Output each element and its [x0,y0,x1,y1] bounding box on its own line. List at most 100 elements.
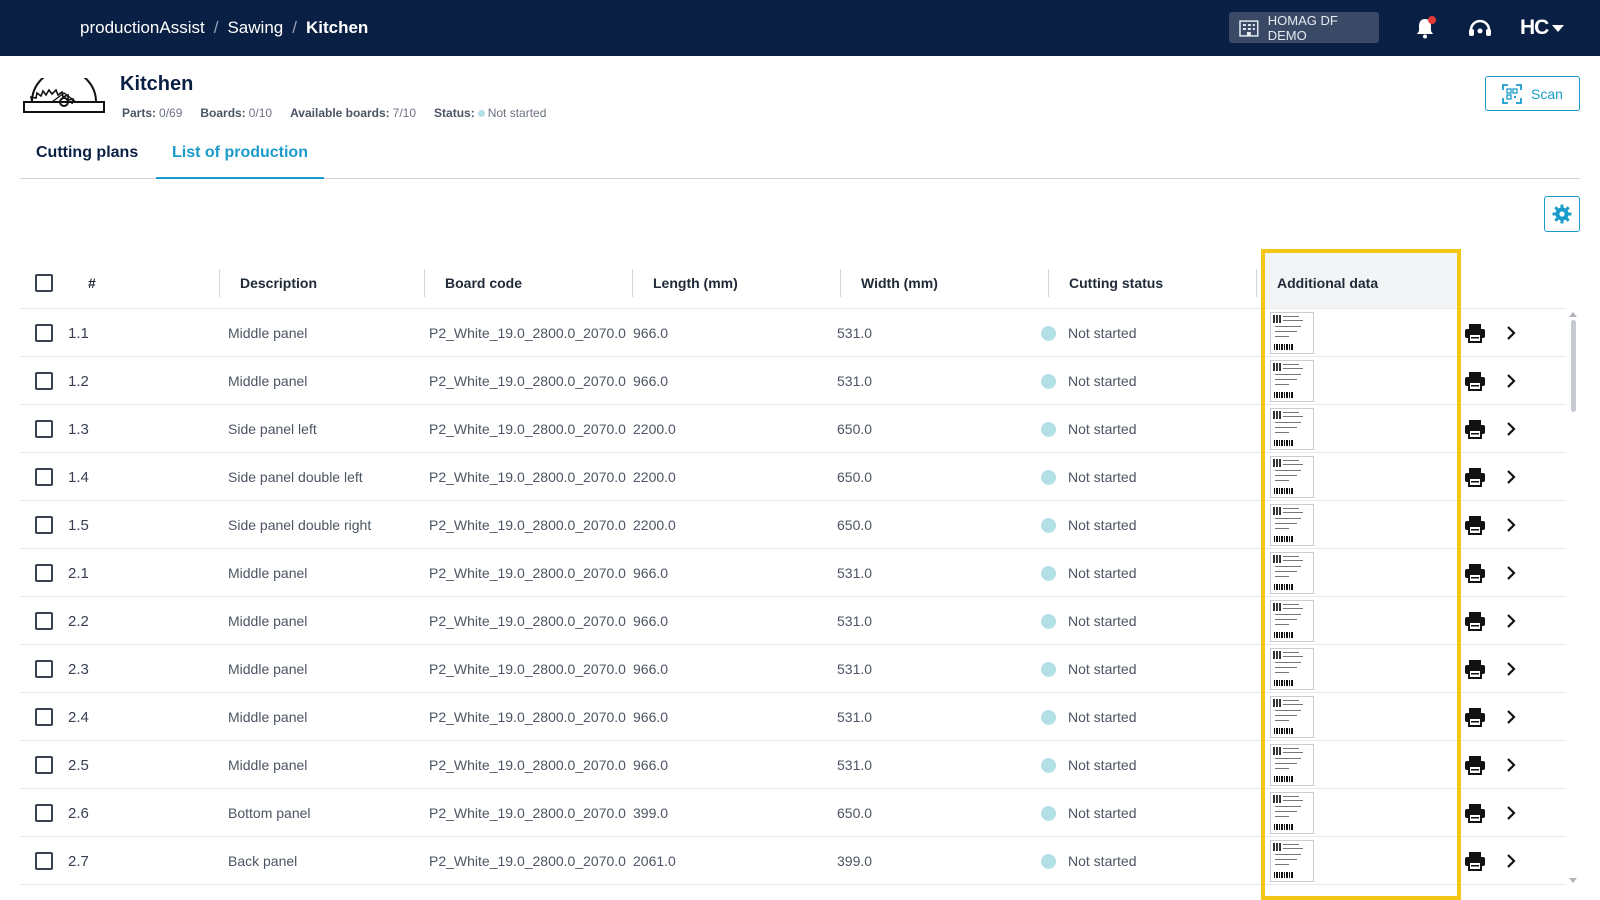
print-label-button[interactable] [1455,693,1495,741]
table-row[interactable]: 2.3 Middle panel P2_White_19.0_2800.0_2070… [20,645,1565,693]
print-label-button[interactable] [1455,789,1495,837]
column-divider [632,269,633,297]
table-row[interactable]: 2.5 Middle panel P2_White_19.0_2800.0_2070… [20,741,1565,789]
table-row[interactable]: 2.2 Middle panel P2_White_19.0_2800.0_2070… [20,597,1565,645]
table-row[interactable]: 1.1 Middle panel P2_White_19.0_2800.0_2070… [20,309,1565,357]
print-label-button[interactable] [1455,837,1495,885]
open-details-button[interactable] [1499,501,1523,549]
row-checkbox[interactable] [35,420,53,438]
table-row[interactable]: 1.5 Side panel double right P2_White_19.0_… [20,501,1565,549]
column-divider [424,269,425,297]
row-checkbox[interactable] [35,564,53,582]
scroll-up-arrow[interactable] [1569,312,1577,317]
table-scrollbar[interactable] [1571,320,1576,412]
print-label-button[interactable] [1455,453,1495,501]
column-header-number[interactable]: # [88,275,96,291]
row-checkbox[interactable] [35,852,53,870]
label-thumbnail[interactable] [1270,696,1314,738]
print-label-button[interactable] [1455,597,1495,645]
table-row[interactable]: 1.3 Side panel left P2_White_19.0_2800.0_2… [20,405,1565,453]
cell-additional-data [1270,357,1314,405]
cell-length: 2200.0 [633,469,676,485]
table-row[interactable]: 2.4 Middle panel P2_White_19.0_2800.0_2070… [20,693,1565,741]
print-label-button[interactable] [1455,741,1495,789]
column-header-additional-data[interactable]: Additional data [1277,275,1379,291]
open-details-button[interactable] [1499,645,1523,693]
open-details-button[interactable] [1499,357,1523,405]
status-dot [1041,853,1056,869]
cell-additional-data [1270,741,1314,789]
print-label-button[interactable] [1455,405,1495,453]
print-label-button[interactable] [1455,501,1495,549]
print-label-button[interactable] [1455,645,1495,693]
column-header-board-code[interactable]: Board code [445,275,523,291]
label-thumbnail[interactable] [1270,456,1314,498]
status-dot [1041,517,1056,533]
tab-list-of-production[interactable]: List of production [156,144,324,179]
cell-length: 966.0 [633,565,669,581]
support-button[interactable] [1468,16,1492,40]
label-thumbnail[interactable] [1270,840,1314,882]
open-details-button[interactable] [1499,693,1523,741]
table-row[interactable]: 1.4 Side panel double left P2_White_19.0_2… [20,453,1565,501]
label-thumbnail[interactable] [1270,312,1314,354]
open-details-button[interactable] [1499,789,1523,837]
label-thumbnail[interactable] [1270,504,1314,546]
row-checkbox[interactable] [35,372,53,390]
scan-button[interactable]: Scan [1485,76,1580,111]
label-thumbnail[interactable] [1270,744,1314,786]
label-thumbnail[interactable] [1270,600,1314,642]
scroll-down-arrow[interactable] [1569,878,1577,883]
breadcrumb-item-app[interactable]: productionAssist [80,18,205,37]
notifications-button[interactable] [1413,16,1437,40]
column-header-cutting-status[interactable]: Cutting status [1069,275,1164,291]
row-checkbox[interactable] [35,756,53,774]
row-checkbox[interactable] [35,660,53,678]
cell-description: Side panel left [228,421,317,437]
boards-summary: Boards: 0/10 [200,106,273,120]
row-checkbox[interactable] [35,324,53,342]
print-label-button[interactable] [1455,309,1495,357]
cell-additional-data [1270,837,1314,885]
cell-width: 531.0 [837,757,873,773]
table-settings-button[interactable] [1544,196,1580,232]
user-menu-button[interactable]: HC [1520,16,1565,40]
tab-cutting-plans[interactable]: Cutting plans [36,144,139,161]
open-details-button[interactable] [1499,597,1523,645]
column-header-width[interactable]: Width (mm) [861,275,938,291]
label-thumbnail[interactable] [1270,648,1314,690]
table-row[interactable]: 2.7 Back panel P2_White_19.0_2800.0_2070.0… [20,837,1565,885]
chevron-right-icon [1507,662,1516,676]
open-details-button[interactable] [1499,453,1523,501]
row-checkbox[interactable] [35,468,53,486]
row-checkbox[interactable] [35,612,53,630]
breadcrumb-item-sawing[interactable]: Sawing [227,18,284,37]
open-details-button[interactable] [1499,549,1523,597]
open-details-button[interactable] [1499,309,1523,357]
top-navigation-bar: productionAssist / Sawing / Kitchen HOMA… [0,0,1600,56]
print-label-button[interactable] [1455,357,1495,405]
page-title: Kitchen [120,73,194,95]
row-checkbox[interactable] [35,708,53,726]
print-label-button[interactable] [1455,549,1495,597]
row-checkbox[interactable] [35,804,53,822]
cell-description: Middle panel [228,565,308,581]
open-details-button[interactable] [1499,405,1523,453]
tenant-selector[interactable]: HOMAG DF DEMO [1229,12,1379,43]
company-logo: HC [1520,16,1549,39]
table-row[interactable]: 1.2 Middle panel P2_White_19.0_2800.0_2070… [20,357,1565,405]
cell-width: 531.0 [837,661,873,677]
open-details-button[interactable] [1499,837,1523,885]
label-thumbnail[interactable] [1270,408,1314,450]
table-row[interactable]: 2.1 Middle panel P2_White_19.0_2800.0_2070… [20,549,1565,597]
select-all-checkbox[interactable] [35,274,53,292]
column-header-description[interactable]: Description [240,275,318,291]
column-header-length[interactable]: Length (mm) [653,275,738,291]
label-thumbnail[interactable] [1270,360,1314,402]
open-details-button[interactable] [1499,741,1523,789]
label-thumbnail[interactable] [1270,552,1314,594]
saw-icon [23,78,105,113]
table-row[interactable]: 2.6 Bottom panel P2_White_19.0_2800.0_2070… [20,789,1565,837]
row-checkbox[interactable] [35,516,53,534]
label-thumbnail[interactable] [1270,792,1314,834]
